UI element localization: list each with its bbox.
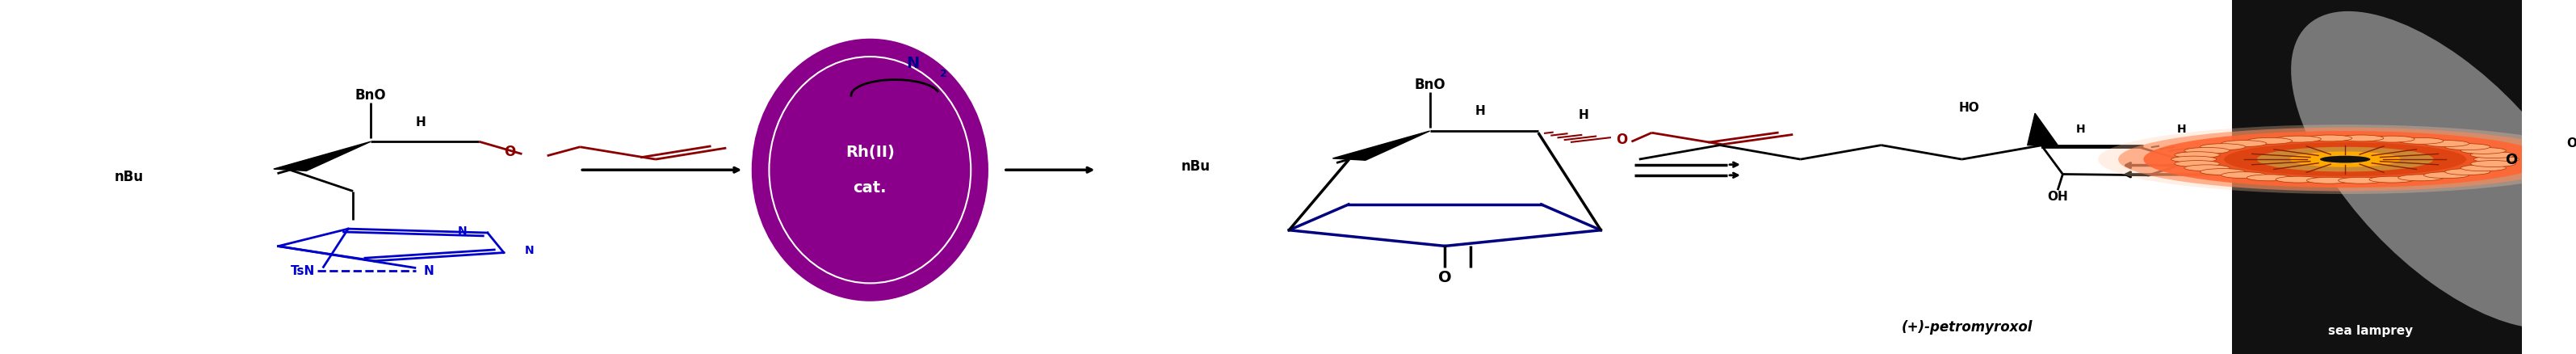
Circle shape: [2306, 135, 2352, 141]
Circle shape: [2339, 135, 2383, 141]
Circle shape: [2470, 152, 2517, 158]
Text: H: H: [415, 116, 425, 128]
Text: N: N: [907, 56, 920, 72]
Circle shape: [2172, 156, 2215, 162]
Circle shape: [2473, 156, 2519, 162]
Text: TsN: TsN: [291, 265, 314, 277]
Text: H: H: [1476, 105, 1486, 118]
Circle shape: [2221, 172, 2267, 178]
Text: BnO: BnO: [1414, 78, 1445, 92]
Text: cat.: cat.: [853, 180, 886, 195]
Circle shape: [2221, 140, 2267, 147]
Ellipse shape: [2290, 11, 2576, 329]
Text: Rh(II): Rh(II): [845, 144, 894, 160]
Circle shape: [2339, 177, 2383, 184]
Circle shape: [2200, 169, 2246, 175]
Text: H: H: [2076, 124, 2084, 135]
Circle shape: [2306, 177, 2352, 184]
Text: H: H: [1579, 109, 1589, 121]
Circle shape: [2184, 148, 2231, 154]
Polygon shape: [273, 142, 371, 171]
Circle shape: [2275, 176, 2321, 183]
Circle shape: [2246, 175, 2293, 181]
Text: nBu: nBu: [1182, 159, 1211, 174]
Circle shape: [2223, 142, 2465, 176]
Text: N: N: [526, 245, 533, 257]
Text: H: H: [2177, 124, 2187, 135]
Circle shape: [2445, 169, 2491, 175]
Circle shape: [2246, 138, 2293, 144]
Circle shape: [2097, 125, 2576, 194]
Text: O: O: [2506, 153, 2517, 167]
Text: N: N: [422, 265, 433, 277]
Circle shape: [2143, 131, 2548, 188]
Circle shape: [2321, 156, 2370, 163]
Text: BnO: BnO: [355, 88, 386, 103]
Circle shape: [2174, 152, 2221, 158]
Circle shape: [2460, 165, 2506, 171]
Text: N: N: [459, 225, 466, 237]
Circle shape: [2117, 127, 2571, 191]
Text: 2: 2: [940, 69, 945, 80]
Circle shape: [2460, 148, 2506, 154]
Text: (+)-petromyroxol: (+)-petromyroxol: [1901, 320, 2032, 335]
Circle shape: [2290, 152, 2401, 167]
Polygon shape: [2027, 113, 2058, 145]
Circle shape: [2200, 144, 2246, 150]
Text: O: O: [1615, 132, 1628, 147]
Circle shape: [2182, 136, 2509, 182]
Circle shape: [2275, 136, 2321, 142]
Text: O: O: [505, 145, 515, 160]
Text: HO: HO: [1958, 102, 1978, 114]
Circle shape: [2398, 138, 2445, 144]
Circle shape: [2424, 140, 2470, 147]
Circle shape: [2257, 147, 2434, 172]
Circle shape: [2370, 136, 2414, 142]
Circle shape: [2424, 172, 2470, 178]
Ellipse shape: [750, 37, 989, 303]
Text: nBu: nBu: [113, 170, 144, 184]
Circle shape: [2184, 165, 2231, 171]
Circle shape: [2174, 160, 2221, 167]
Circle shape: [2470, 160, 2517, 167]
Circle shape: [2445, 144, 2491, 150]
Text: sea lamprey: sea lamprey: [2329, 325, 2414, 337]
Text: OH: OH: [2048, 191, 2069, 203]
Text: OH: OH: [2566, 137, 2576, 149]
Circle shape: [2370, 176, 2414, 183]
Circle shape: [2398, 175, 2445, 181]
Bar: [2231, 0, 2522, 354]
Polygon shape: [1332, 131, 1430, 160]
Text: O: O: [1437, 270, 1453, 286]
